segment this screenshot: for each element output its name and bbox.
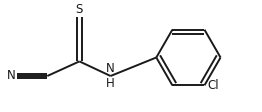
Text: H: H [106, 77, 115, 90]
Text: S: S [76, 3, 83, 16]
Text: Cl: Cl [208, 79, 219, 92]
Text: N: N [7, 69, 15, 82]
Text: N: N [106, 62, 115, 75]
